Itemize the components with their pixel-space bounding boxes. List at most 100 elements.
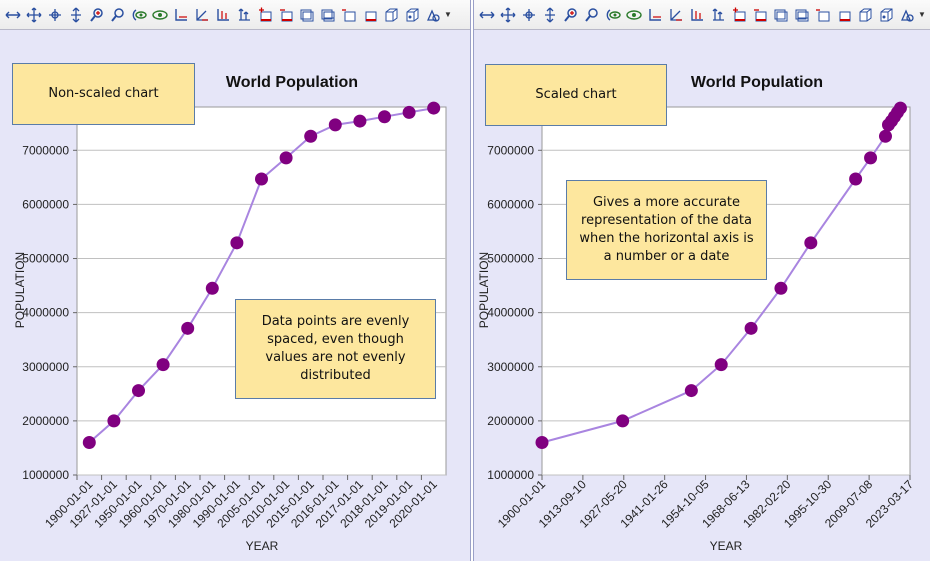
data-point <box>427 101 441 115</box>
pan-y-icon[interactable] <box>539 4 560 26</box>
zoom-out-icon[interactable] <box>107 4 128 26</box>
data-point <box>107 414 121 428</box>
axis-xy-icon[interactable] <box>665 4 686 26</box>
data-point <box>535 436 549 450</box>
data-point <box>864 151 878 165</box>
data-point <box>304 129 318 143</box>
chart-label-box: Scaled chart <box>485 64 667 126</box>
data-point <box>849 172 863 186</box>
y-tick-label: 2000000 <box>22 414 69 428</box>
zoom-in-icon[interactable] <box>560 4 581 26</box>
y-tick-label: 7000000 <box>487 143 534 157</box>
chart-note-box: Data points are evenly spaced, even thou… <box>235 299 436 399</box>
y-tick-label: 7000000 <box>22 143 69 157</box>
y-tick-label: 5000000 <box>22 252 69 266</box>
axis-y-icon[interactable] <box>212 4 233 26</box>
box3d-alt-icon[interactable] <box>875 4 896 26</box>
add-red-icon[interactable] <box>254 4 275 26</box>
data-point <box>402 105 416 119</box>
axis-arrows-icon[interactable] <box>233 4 254 26</box>
view-eye-icon[interactable] <box>149 4 170 26</box>
chart-toolbar: ▼ <box>474 0 930 30</box>
x-axis-label: YEAR <box>246 539 279 553</box>
data-point <box>774 281 788 295</box>
box3d-icon[interactable] <box>854 4 875 26</box>
y-axis-label: POPULATION <box>477 252 491 328</box>
chart-left: 1000000 2000000 3000000 4000000 5000000 60000… <box>13 74 447 553</box>
chart-label-box: Non-scaled chart <box>12 63 195 125</box>
y-tick-label: 6000000 <box>487 197 534 211</box>
chart-title: World Population <box>226 74 358 91</box>
plot-area <box>541 106 911 476</box>
move-point-icon[interactable] <box>44 4 65 26</box>
pan-x-icon[interactable] <box>2 4 23 26</box>
y-tick-label: 4000000 <box>22 306 69 320</box>
window-red-icon[interactable] <box>833 4 854 26</box>
remove-red-icon[interactable] <box>275 4 296 26</box>
window-red-icon[interactable] <box>359 4 380 26</box>
chevron-down-icon[interactable]: ▼ <box>444 10 452 19</box>
data-point <box>255 172 268 186</box>
chart-right: 1000000 2000000 3000000 4000000 5000000 60000… <box>477 74 916 553</box>
data-point <box>893 101 907 115</box>
plot-area <box>76 106 447 476</box>
y-tick-label: 3000000 <box>22 360 69 374</box>
y-tick-label: 6000000 <box>22 197 69 211</box>
data-point <box>744 321 758 335</box>
data-point <box>378 110 391 124</box>
data-point <box>156 358 170 372</box>
view-eye-icon[interactable] <box>623 4 644 26</box>
window-icon[interactable] <box>770 4 791 26</box>
move-point-icon[interactable] <box>518 4 539 26</box>
window-close-icon[interactable] <box>812 4 833 26</box>
chart-note-box: Gives a more accurate representation of … <box>566 180 767 280</box>
pan-xy-icon[interactable] <box>497 4 518 26</box>
add-red-icon[interactable] <box>728 4 749 26</box>
y-tick-label: 4000000 <box>487 306 534 320</box>
data-point <box>353 114 367 128</box>
window-icon[interactable] <box>296 4 317 26</box>
data-point <box>82 436 96 450</box>
settings-icon[interactable] <box>422 4 443 26</box>
axis-y-icon[interactable] <box>686 4 707 26</box>
y-tick-label: 3000000 <box>487 360 534 374</box>
chart-panel-right: ▼ 1000000 2000000 3000000 4000000 5000000 600… <box>473 0 930 561</box>
rotate-view-icon[interactable] <box>602 4 623 26</box>
data-point <box>878 129 892 143</box>
data-point <box>684 384 698 398</box>
data-point <box>181 321 195 335</box>
pan-xy-icon[interactable] <box>23 4 44 26</box>
rotate-view-icon[interactable] <box>128 4 149 26</box>
data-point <box>279 151 293 165</box>
remove-red-icon[interactable] <box>749 4 770 26</box>
chart-panel-left: ▼ 1000000 2000000 3000000 4000000 5000000 600… <box>0 0 471 561</box>
window-alt-icon[interactable] <box>317 4 338 26</box>
chart-toolbar: ▼ <box>0 0 470 30</box>
box3d-alt-icon[interactable] <box>401 4 422 26</box>
data-point <box>616 414 630 428</box>
pan-x-icon[interactable] <box>476 4 497 26</box>
axis-arrows-icon[interactable] <box>707 4 728 26</box>
x-axis-label: YEAR <box>710 539 743 553</box>
y-tick-label: 1000000 <box>22 468 69 482</box>
y-axis-label: POPULATION <box>13 252 27 328</box>
zoom-in-icon[interactable] <box>86 4 107 26</box>
y-tick-label: 5000000 <box>487 252 534 266</box>
zoom-out-icon[interactable] <box>581 4 602 26</box>
data-point <box>328 118 342 132</box>
data-point <box>230 236 244 250</box>
data-point <box>205 281 219 295</box>
window-close-icon[interactable] <box>338 4 359 26</box>
axis-x-icon[interactable] <box>170 4 191 26</box>
chart-title: World Population <box>691 74 823 91</box>
data-point <box>132 384 145 398</box>
window-alt-icon[interactable] <box>791 4 812 26</box>
data-point <box>714 358 728 372</box>
box3d-icon[interactable] <box>380 4 401 26</box>
chevron-down-icon[interactable]: ▼ <box>918 10 926 19</box>
settings-icon[interactable] <box>896 4 917 26</box>
axis-x-icon[interactable] <box>644 4 665 26</box>
pan-y-icon[interactable] <box>65 4 86 26</box>
y-tick-label: 1000000 <box>487 468 534 482</box>
axis-xy-icon[interactable] <box>191 4 212 26</box>
